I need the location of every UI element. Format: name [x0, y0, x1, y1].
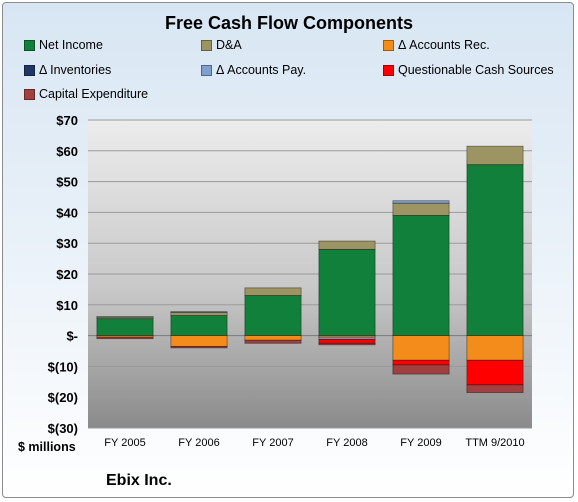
- legend-item-accounts-rec: Δ Accounts Rec.: [383, 38, 490, 52]
- legend-label: Capital Expenditure: [39, 87, 149, 101]
- y-tick-label: $40: [56, 205, 78, 220]
- bar-net-income-ttm-9-2010: [466, 164, 524, 337]
- company-name: Ebix Inc.: [106, 472, 172, 489]
- legend-label: Δ Accounts Pay.: [216, 63, 307, 77]
- y-tick-label: $70: [56, 113, 78, 128]
- legend-swatch: [24, 64, 35, 76]
- y-tick-label: $60: [56, 144, 78, 159]
- legend-item-net-income: Net Income: [24, 38, 103, 52]
- legend-item-accounts-pay: Δ Accounts Pay.: [201, 63, 306, 77]
- legend-swatch: [201, 64, 212, 76]
- bar-d-a-fy-2009: [392, 202, 450, 216]
- bar-net-income-fy-2006: [170, 315, 228, 336]
- legend-item-capital-expenditure: Capital Expenditure: [24, 87, 148, 101]
- y-tick-label: $(20): [48, 390, 78, 405]
- bar-net-income-fy-2007: [244, 295, 302, 336]
- y-tick-label: $20: [56, 267, 78, 282]
- bar-net-income-fy-2005: [96, 318, 154, 337]
- y-tick-label: $-: [66, 329, 78, 344]
- legend-label: Net Income: [39, 38, 103, 52]
- bar-capital-expenditure-fy-2008: [318, 342, 376, 346]
- legend-item-d-a: D&A: [201, 38, 242, 52]
- bar-accounts-rec-fy-2009: [392, 335, 450, 361]
- x-tick-label: FY 2009: [400, 437, 441, 449]
- bar-accounts-rec-fy-2007: [244, 335, 302, 341]
- bar-d-a-fy-2007: [244, 287, 302, 296]
- chart-title: Free Cash Flow Components: [164, 13, 414, 33]
- x-tick-label: FY 2005: [104, 437, 145, 449]
- bar-accounts-pay-fy-2009: [392, 200, 450, 204]
- bar-accounts-rec-ttm-9-2010: [466, 335, 524, 361]
- x-tick-label: FY 2006: [178, 437, 219, 449]
- legend-swatch: [383, 64, 394, 76]
- bar-accounts-pay-fy-2006: [170, 311, 228, 313]
- bar-capital-expenditure-fy-2009: [392, 364, 450, 375]
- bar-d-a-fy-2008: [318, 240, 376, 250]
- x-tick-label: FY 2008: [326, 437, 367, 449]
- bar-questionable-cash-sources-fy-2009: [392, 359, 450, 366]
- bar-net-income-fy-2009: [392, 215, 450, 336]
- legend-item-questionable-cash-sources: Questionable Cash Sources: [383, 63, 554, 77]
- bar-net-income-fy-2008: [318, 248, 376, 336]
- legend-swatch: [24, 39, 35, 51]
- legend-label: D&A: [216, 38, 242, 52]
- legend-swatch: [383, 39, 394, 51]
- bar-capital-expenditure-ttm-9-2010: [466, 384, 524, 393]
- legend-label: Δ Accounts Rec.: [398, 38, 490, 52]
- bar-d-a-fy-2006: [170, 312, 228, 316]
- bar-capital-expenditure-fy-2006: [170, 345, 228, 349]
- y-tick-label: $(10): [48, 359, 78, 374]
- y-tick-label: $(30): [48, 421, 78, 436]
- bar-capital-expenditure-fy-2007: [244, 339, 302, 344]
- y-tick-label: $50: [56, 175, 78, 190]
- bar-d-a-ttm-9-2010: [466, 145, 524, 166]
- x-tick-label: FY 2007: [252, 437, 293, 449]
- x-tick-label: TTM 9/2010: [465, 437, 524, 449]
- legend-label: Questionable Cash Sources: [398, 63, 554, 77]
- legend-swatch: [201, 39, 212, 51]
- legend-label: Δ Inventories: [39, 63, 112, 77]
- y-tick-label: $10: [56, 298, 78, 313]
- bar-questionable-cash-sources-fy-2008: [318, 338, 376, 344]
- bar-questionable-cash-sources-ttm-9-2010: [466, 359, 524, 386]
- legend-swatch: [24, 88, 35, 100]
- y-axis-label: $ millions: [18, 440, 76, 454]
- bar-accounts-rec-fy-2006: [170, 335, 228, 347]
- legend-item-inventories: Δ Inventories: [24, 63, 111, 77]
- bar-accounts-pay-fy-2005: [96, 316, 154, 318]
- bar-capital-expenditure-fy-2005: [96, 336, 154, 340]
- y-tick-label: $30: [56, 236, 78, 251]
